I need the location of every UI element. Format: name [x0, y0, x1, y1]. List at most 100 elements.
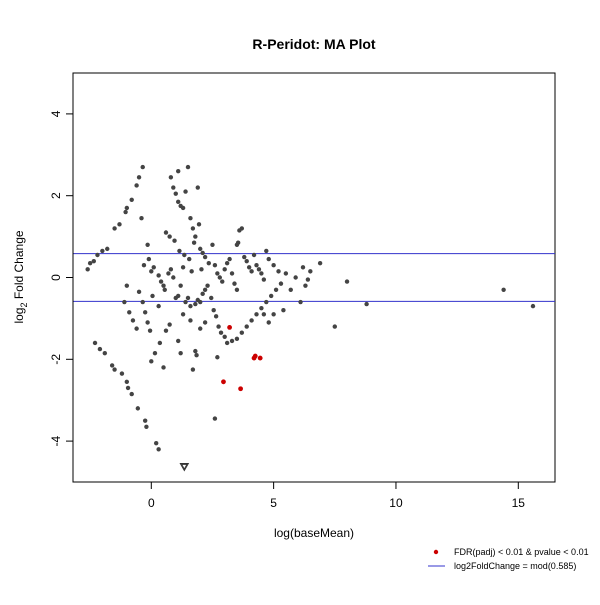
data-point	[271, 263, 276, 268]
data-point	[209, 295, 214, 301]
data-point	[191, 240, 197, 245]
data-point	[256, 267, 262, 272]
data-point	[158, 279, 164, 284]
data-point	[193, 301, 198, 307]
data-point	[229, 271, 235, 276]
data-point	[172, 238, 177, 243]
chart-title: R-Peridot: MA Plot	[252, 36, 375, 52]
data-point	[156, 303, 161, 309]
y-axis-label: log2 Fold Change	[12, 230, 29, 323]
data-point	[130, 318, 136, 323]
data-point	[278, 281, 284, 286]
threshold-lines	[73, 253, 555, 302]
y-tick-label: 2	[49, 192, 63, 199]
data-point	[123, 209, 128, 215]
data-point	[163, 328, 169, 333]
data-point	[224, 340, 230, 346]
data-point	[244, 258, 249, 264]
data-point	[298, 299, 303, 305]
data-point	[213, 314, 219, 319]
data-point	[140, 299, 145, 305]
data-point	[344, 279, 350, 284]
data-point	[146, 256, 152, 262]
data-point	[157, 340, 163, 346]
data-point	[185, 164, 191, 170]
data-point	[271, 312, 276, 317]
data-point	[246, 265, 252, 270]
data-point	[102, 350, 108, 356]
data-point	[85, 267, 90, 272]
data-point	[222, 267, 227, 272]
x-tick-label: 5	[270, 496, 277, 510]
y-tick-label: -4	[49, 435, 63, 446]
data-point	[212, 416, 218, 421]
data-point	[212, 263, 218, 268]
data-point	[147, 328, 153, 333]
data-point	[259, 271, 264, 276]
data-point	[239, 226, 245, 231]
data-point	[124, 283, 130, 288]
data-point	[211, 308, 216, 313]
data-point	[198, 246, 203, 252]
data-point	[224, 260, 230, 266]
data-point	[249, 318, 254, 323]
data-point	[188, 215, 193, 221]
significant-points	[221, 324, 263, 392]
data-point	[190, 367, 196, 372]
data-point	[153, 440, 159, 446]
data-point	[185, 295, 191, 301]
y-axis-label-main: log	[12, 308, 26, 324]
data-point	[162, 287, 167, 292]
data-point	[202, 254, 208, 260]
legend: FDR(padj) < 0.01 & pvalue < 0.01 log2Fol…	[428, 547, 589, 571]
data-point	[273, 287, 279, 292]
data-point	[127, 310, 132, 315]
data-point	[216, 324, 221, 329]
x-tick-label: 10	[389, 496, 403, 510]
data-point	[112, 226, 117, 231]
data-point	[293, 275, 298, 280]
data-point	[183, 299, 188, 305]
y-tick-label: 0	[49, 274, 63, 281]
y-tick-label: 4	[49, 110, 63, 117]
data-point	[171, 275, 176, 280]
data-point	[112, 367, 117, 372]
data-point	[501, 287, 506, 292]
data-point	[152, 350, 158, 356]
x-tick-label: 15	[512, 496, 526, 510]
data-point	[136, 175, 142, 180]
data-point	[124, 379, 130, 384]
y-axis-label-subscript: 2	[19, 303, 29, 308]
extreme-point-marker	[179, 462, 190, 472]
data-point	[266, 256, 271, 262]
data-point	[139, 215, 144, 221]
y-axis: -4 -2 0 2 4	[49, 110, 74, 446]
data-point	[281, 308, 286, 313]
data-point	[242, 254, 247, 260]
data-point	[188, 303, 193, 309]
data-point	[202, 287, 208, 292]
data-point	[205, 283, 210, 288]
data-point	[117, 222, 122, 227]
data-point	[145, 242, 150, 247]
data-point	[288, 287, 293, 292]
data-point	[227, 256, 232, 262]
data-point	[259, 305, 264, 311]
data-point	[176, 293, 181, 299]
x-axis: 0 5 10 15	[148, 481, 526, 510]
data-point	[194, 353, 199, 358]
data-point	[217, 275, 223, 280]
data-point	[134, 326, 139, 331]
data-point	[161, 365, 166, 370]
data-point	[220, 279, 225, 284]
data-point	[190, 226, 196, 231]
legend-significant-marker	[433, 549, 439, 555]
data-point	[149, 359, 154, 364]
data-point	[178, 283, 183, 288]
data-point	[193, 348, 198, 354]
data-point	[251, 252, 257, 258]
data-point	[180, 265, 186, 270]
data-point	[141, 263, 147, 268]
data-point	[168, 175, 174, 180]
data-point	[268, 293, 274, 299]
